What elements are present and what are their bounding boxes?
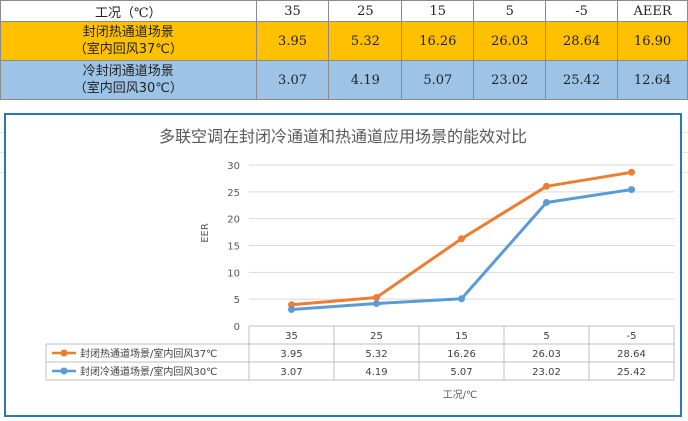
data-table-value: 3.95 (280, 349, 302, 360)
x-axis-label: 工况/℃ (443, 389, 478, 401)
data-table-value: 5.07 (450, 367, 472, 378)
header-cell[interactable]: -5 (545, 0, 619, 22)
y-tick-label: 0 (234, 322, 240, 333)
value-cell[interactable]: 4.19 (328, 60, 403, 100)
data-point-0 (628, 168, 635, 176)
value-cell[interactable]: 25.42 (545, 60, 619, 100)
header-cell[interactable]: AEER (617, 0, 688, 22)
chart-panel[interactable]: 多联空调在封闭冷通道和热通道应用场景的能效对比 EER 工况/℃ 0 5 10 15 2… (4, 113, 682, 417)
data-point-0 (458, 235, 465, 243)
data-point-1 (458, 295, 465, 303)
value-cell[interactable]: 23.02 (473, 60, 547, 100)
value-cell[interactable]: 5.07 (401, 60, 475, 100)
data-point-0 (373, 293, 380, 301)
x-tick-label: -5 (627, 331, 637, 342)
data-point-1 (628, 186, 635, 194)
data-table-value: 4.19 (365, 367, 387, 378)
row-label-cell[interactable]: 冷封闭通道场景 （室内回风30℃） (0, 60, 257, 100)
y-tick-label: 20 (227, 215, 240, 226)
chart-title: 多联空调在封闭冷通道和热通道应用场景的能效对比 (159, 127, 527, 146)
table-row-cold-aisle: 冷封闭通道场景 （室内回风30℃） 3.07 4.19 5.07 23.02 2… (0, 60, 688, 100)
legend-label-0: 封闭热通道场景/室内回风37℃ (80, 347, 217, 360)
y-axis-label: EER (200, 223, 211, 243)
legend-marker-0 (60, 349, 68, 357)
value-cell[interactable]: 26.03 (473, 21, 547, 61)
value-cell[interactable]: 5.32 (328, 21, 403, 61)
y-tick-label: 15 (227, 242, 240, 253)
x-tick-label: 5 (543, 331, 549, 342)
y-tick-label: 10 (227, 268, 240, 279)
data-table-value: 5.32 (365, 349, 387, 360)
data-point-0 (543, 182, 550, 190)
x-tick-label: 35 (285, 331, 298, 342)
value-cell[interactable]: 28.64 (545, 21, 619, 61)
data-point-1 (373, 300, 380, 308)
x-tick-label: 25 (370, 331, 383, 342)
table-header-row: 工况（℃） 35 25 15 5 -5 AEER (0, 0, 688, 22)
line-chart: 多联空调在封闭冷通道和热通道应用场景的能效对比 EER 工况/℃ 0 5 10 15 2… (45, 127, 675, 401)
row-label-cell[interactable]: 封闭热通道场景 （室内回风37℃） (0, 21, 257, 61)
value-cell[interactable]: 12.64 (617, 60, 688, 100)
legend-marker-1 (60, 367, 68, 375)
legend-label-1: 封闭冷通道场景/室内回风30℃ (80, 365, 217, 378)
row-label-line1: 冷封闭通道场景 (82, 64, 174, 79)
y-tick-label: 30 (227, 161, 240, 172)
row-label-line1: 封闭热通道场景 (82, 25, 174, 40)
data-table-value: 3.07 (280, 367, 302, 378)
table-row-hot-aisle: 封闭热通道场景 （室内回风37℃） 3.95 5.32 16.26 26.03 … (0, 21, 688, 61)
x-tick-label: 15 (455, 331, 468, 342)
data-point-1 (543, 198, 550, 206)
row-label-line2: （室内回风30℃） (73, 81, 183, 96)
data-table-value: 16.26 (447, 349, 476, 360)
value-cell[interactable]: 3.95 (255, 21, 330, 61)
header-cell[interactable]: 5 (473, 0, 547, 22)
y-tick-label: 25 (227, 188, 240, 199)
series-line-1 (291, 188, 632, 312)
y-tick-label: 5 (234, 295, 240, 306)
data-point-1 (288, 306, 295, 314)
chart-plot-area: 0 5 10 15 20 25 30 35 25 15 5 -5 封闭热通道场景/室内回风37℃ 3.95… (45, 161, 675, 381)
row-label-line2: （室内回风37℃） (73, 42, 183, 57)
header-cell[interactable]: 25 (328, 0, 403, 22)
value-cell[interactable]: 3.07 (255, 60, 330, 100)
header-cell[interactable]: 工况（℃） (0, 0, 257, 22)
data-table-value: 28.64 (617, 349, 646, 360)
data-table-value: 26.03 (532, 349, 561, 360)
header-cell[interactable]: 15 (401, 0, 475, 22)
data-table-value: 25.42 (617, 367, 646, 378)
value-cell[interactable]: 16.26 (401, 21, 475, 61)
value-cell[interactable]: 16.90 (617, 21, 688, 61)
header-cell[interactable]: 35 (255, 0, 330, 22)
data-table: 工况（℃） 35 25 15 5 -5 AEER 封闭热通道场景 （室内回风37… (0, 0, 688, 100)
data-table-value: 23.02 (532, 367, 561, 378)
